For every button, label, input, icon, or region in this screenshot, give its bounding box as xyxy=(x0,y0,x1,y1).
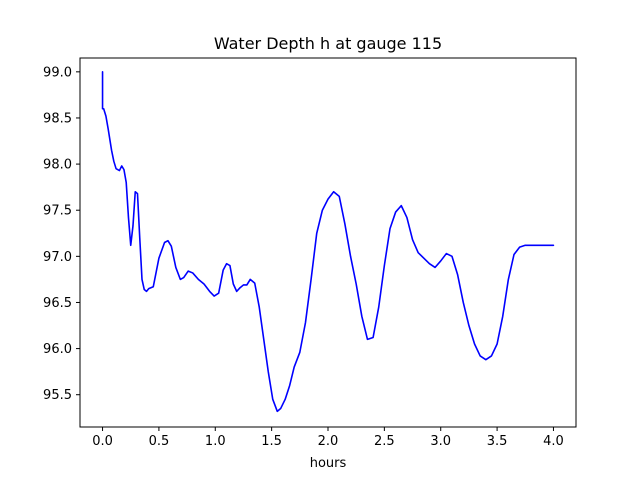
x-tick-label: 2.5 xyxy=(374,434,395,449)
data-layer xyxy=(101,71,555,413)
y-tick-label: 99.0 xyxy=(43,65,72,80)
x-tick-label: 3.5 xyxy=(487,434,508,449)
y-tick-label: 98.0 xyxy=(43,158,72,173)
y-tick-label: 97.0 xyxy=(43,250,72,265)
x-tick-label: 4.0 xyxy=(543,434,564,449)
x-tick-label: 1.0 xyxy=(205,434,226,449)
x-tick-label: 3.0 xyxy=(430,434,451,449)
x-axis-ticks: 0.0 0.5 1.0 1.5 2.0 2.5 3.0 3.5 4.0 xyxy=(92,427,564,449)
y-tick-label: 95.5 xyxy=(43,388,72,403)
x-tick-label: 0.5 xyxy=(149,434,170,449)
chart-title: Water Depth h at gauge 115 xyxy=(214,34,442,53)
y-axis-ticks: 95.5 96.0 96.5 97.0 97.5 98.0 98.5 99.0 xyxy=(43,65,80,403)
x-axis-title: hours xyxy=(310,456,347,471)
y-tick-label: 96.0 xyxy=(43,342,72,357)
plot-background xyxy=(80,58,576,427)
y-tick-label: 96.5 xyxy=(43,296,72,311)
y-tick-label: 97.5 xyxy=(43,204,72,219)
x-tick-label: 0.0 xyxy=(92,434,113,449)
x-tick-label: 1.5 xyxy=(261,434,282,449)
series-line-0 xyxy=(101,71,555,413)
x-tick-label: 2.0 xyxy=(318,434,339,449)
y-tick-label: 98.5 xyxy=(43,111,72,126)
